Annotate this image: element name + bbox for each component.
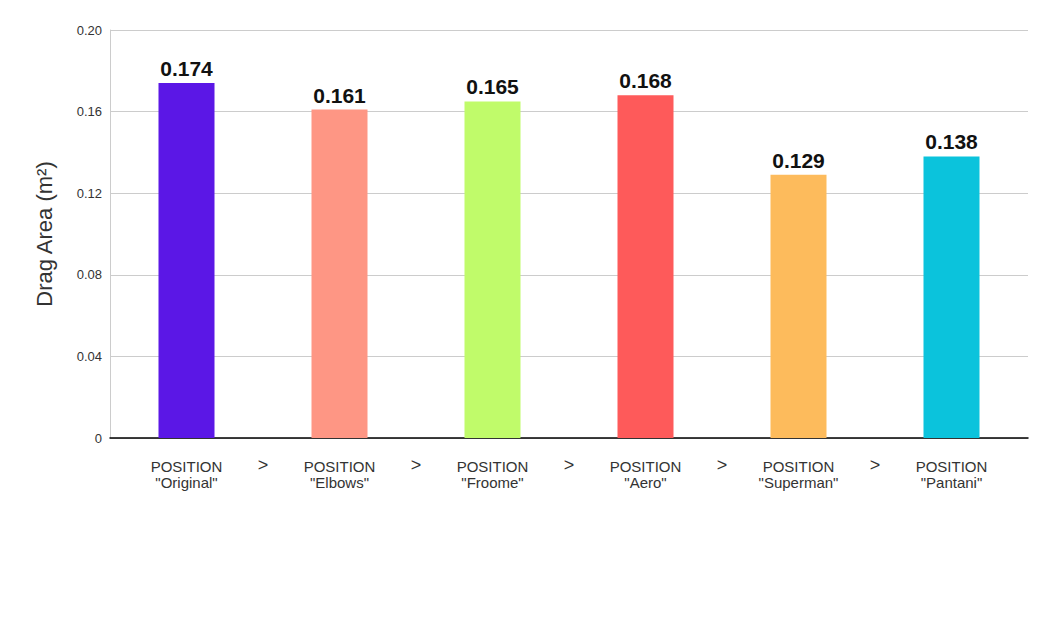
svg-text:>: > [258, 455, 269, 475]
svg-text:0.20: 0.20 [77, 23, 102, 38]
svg-text:POSITION: POSITION [151, 458, 223, 475]
svg-text:>: > [564, 455, 575, 475]
svg-text:POSITION: POSITION [763, 458, 835, 475]
svg-text:0.12: 0.12 [77, 186, 102, 201]
svg-text:POSITION: POSITION [304, 458, 376, 475]
svg-text:0: 0 [95, 431, 102, 446]
svg-text:"Elbows": "Elbows" [310, 474, 369, 491]
svg-text:0.165: 0.165 [466, 75, 519, 98]
svg-text:>: > [870, 455, 881, 475]
svg-text:"Superman": "Superman" [759, 474, 839, 491]
svg-text:"Froome": "Froome" [461, 474, 523, 491]
svg-text:POSITION: POSITION [916, 458, 988, 475]
svg-text:"Original": "Original" [155, 474, 217, 491]
svg-text:POSITION: POSITION [610, 458, 682, 475]
svg-text:0.161: 0.161 [313, 84, 366, 107]
svg-text:POSITION: POSITION [457, 458, 529, 475]
svg-text:"Aero": "Aero" [624, 474, 666, 491]
svg-text:0.129: 0.129 [772, 149, 825, 172]
svg-text:>: > [411, 455, 422, 475]
svg-text:0.168: 0.168 [619, 69, 672, 92]
svg-text:0.174: 0.174 [160, 57, 213, 80]
svg-text:Drag Area (m²): Drag Area (m²) [32, 161, 57, 306]
svg-text:0.04: 0.04 [77, 349, 102, 364]
svg-text:>: > [717, 455, 728, 475]
svg-text:0.08: 0.08 [77, 267, 102, 282]
svg-text:0.16: 0.16 [77, 104, 102, 119]
svg-text:"Pantani": "Pantani" [921, 474, 983, 491]
svg-text:0.138: 0.138 [925, 130, 978, 153]
